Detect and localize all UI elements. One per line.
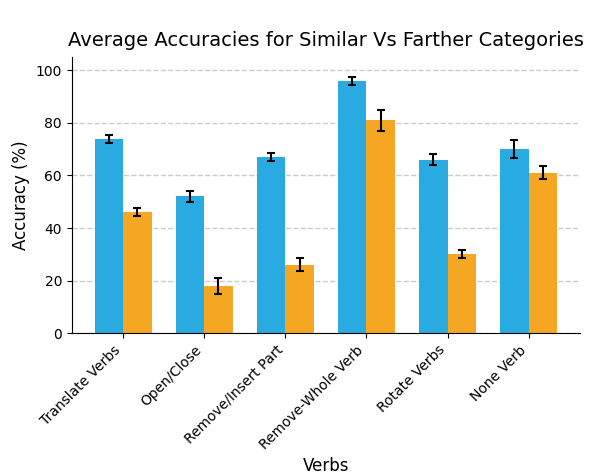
Bar xyxy=(95,139,123,333)
Bar xyxy=(123,212,152,333)
Title: Average Accuracies for Similar Vs Farther Categories: Average Accuracies for Similar Vs Farthe… xyxy=(68,31,584,50)
X-axis label: Verbs: Verbs xyxy=(303,457,349,475)
Bar xyxy=(419,159,447,333)
Bar xyxy=(257,157,285,333)
Bar xyxy=(500,149,529,333)
Y-axis label: Accuracy (%): Accuracy (%) xyxy=(12,140,30,250)
Bar xyxy=(367,120,395,333)
Bar xyxy=(338,81,367,333)
Bar xyxy=(205,286,233,333)
Bar xyxy=(529,173,557,333)
Bar xyxy=(447,254,476,333)
Bar xyxy=(176,197,205,333)
Bar xyxy=(285,265,314,333)
